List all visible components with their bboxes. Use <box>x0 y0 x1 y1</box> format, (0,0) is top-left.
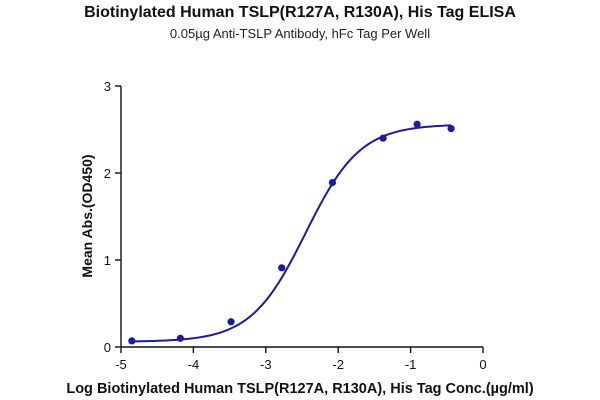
data-point <box>176 334 184 342</box>
chart-subtitle: 0.05µg Anti-TSLP Antibody, hFc Tag Per W… <box>169 26 431 41</box>
data-point <box>128 337 136 345</box>
x-tick-label: -5 <box>115 357 127 372</box>
y-axis-title: Mean Abs.(OD450) <box>79 154 95 277</box>
data-points-layer <box>128 120 455 345</box>
x-tick-label: -2 <box>332 357 344 372</box>
fit-curve-layer <box>131 124 452 343</box>
y-tick-label: 2 <box>104 166 111 181</box>
data-point <box>328 178 337 187</box>
y-tick-label: 1 <box>104 253 111 268</box>
axes: -5 -4 -3 -2 -1 0 0 1 2 3 <box>104 79 487 372</box>
x-tick-label: -4 <box>188 357 200 372</box>
data-point <box>413 120 421 128</box>
chart-title: Biotinylated Human TSLP(R127A, R130A), H… <box>84 4 516 21</box>
data-point <box>227 318 235 326</box>
fit-curve <box>131 124 452 343</box>
data-point <box>379 134 387 142</box>
x-tick-label: -1 <box>405 357 417 372</box>
y-tick-label: 3 <box>104 79 111 94</box>
data-point <box>278 264 286 272</box>
x-axis-title: Log Biotinylated Human TSLP(R127A, R130A… <box>66 381 533 397</box>
data-point <box>447 125 455 133</box>
y-tick-label: 0 <box>104 340 111 355</box>
x-tick-label: -3 <box>260 357 272 372</box>
x-tick-label: 0 <box>479 357 486 372</box>
